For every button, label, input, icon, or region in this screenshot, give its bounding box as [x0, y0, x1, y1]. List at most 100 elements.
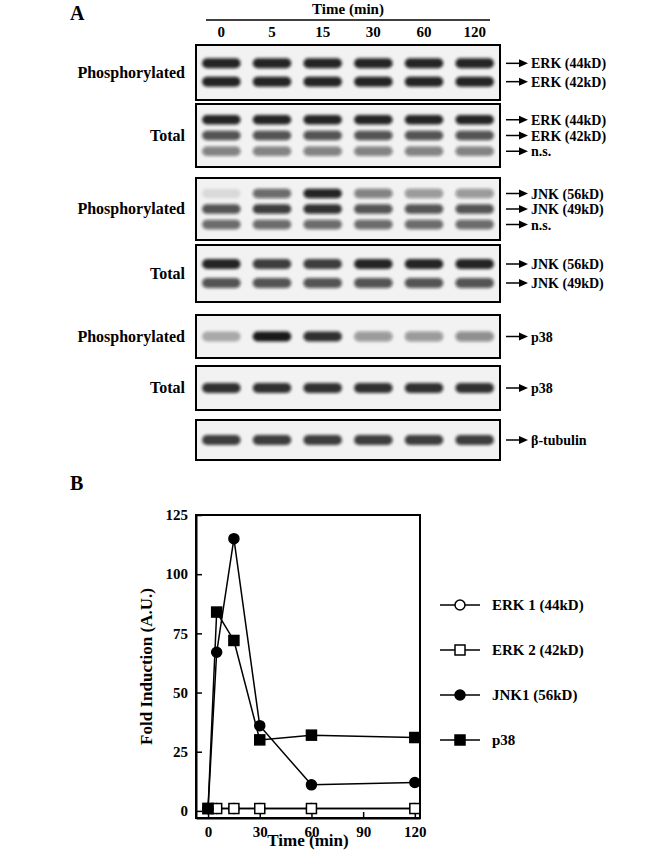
band — [455, 77, 494, 87]
arrow-head — [519, 279, 528, 287]
arrow-head — [519, 116, 528, 124]
band — [303, 131, 342, 140]
legend-marker — [455, 690, 465, 700]
band — [405, 204, 444, 213]
y-tick: 100 — [166, 566, 203, 582]
band — [455, 189, 494, 198]
data-point — [306, 730, 316, 740]
blot: β-tubulin — [196, 420, 587, 460]
band — [405, 131, 444, 140]
data-point — [306, 804, 316, 814]
lane-label: 0 — [218, 24, 226, 40]
band — [253, 189, 292, 198]
band — [405, 278, 444, 288]
legend-marker — [455, 600, 465, 610]
band — [405, 115, 444, 124]
data-point — [410, 777, 420, 787]
legend-label: JNK1 (56kD) — [492, 687, 577, 704]
band-label: ERK (42kD) — [531, 129, 606, 145]
band-label: ERK (44kD) — [531, 56, 606, 72]
band — [303, 278, 342, 288]
band-label: n.s. — [531, 218, 551, 233]
series-line — [208, 612, 415, 808]
y-tick-label: 50 — [173, 685, 188, 701]
legend-label: ERK 1 (44kD) — [492, 597, 584, 614]
band — [354, 189, 393, 198]
row-label: Phosphorylated — [77, 200, 185, 218]
band — [303, 115, 342, 124]
y-tick-mark — [196, 692, 202, 694]
lane-label: 30 — [366, 24, 381, 40]
band — [354, 131, 393, 140]
band — [303, 204, 342, 213]
x-axis-line — [197, 818, 421, 820]
x-tick: 0 — [205, 812, 213, 840]
data-point — [203, 804, 213, 814]
band — [354, 435, 393, 445]
x-tick-label: 120 — [404, 824, 427, 840]
band-label: JNK (49kD) — [531, 276, 604, 292]
band — [455, 115, 494, 124]
band — [405, 220, 444, 229]
band — [253, 147, 292, 156]
band — [405, 332, 444, 342]
band — [303, 220, 342, 229]
y-axis-title: Fold Induction (A.U.) — [137, 588, 156, 745]
band — [354, 204, 393, 213]
blot: TotalJNK (56kD)JNK (49kD) — [150, 245, 604, 302]
band — [405, 77, 444, 87]
band — [303, 147, 342, 156]
band — [202, 259, 241, 269]
legend-label: p38 — [492, 732, 515, 748]
band — [253, 383, 292, 393]
x-tick-label: 90 — [356, 824, 371, 840]
arrow-head — [519, 384, 528, 392]
band-label: JNK (49kD) — [531, 202, 604, 218]
x-tick: 90 — [356, 812, 371, 840]
band — [253, 332, 292, 342]
y-tick: 0 — [181, 803, 203, 819]
figure: ATime (min)05153060120PhosphorylatedERK … — [0, 0, 666, 852]
band — [303, 58, 342, 68]
data-point — [229, 534, 239, 544]
band — [202, 332, 241, 342]
legend-marker — [455, 735, 465, 745]
row-label: Total — [150, 127, 186, 144]
y-axis: 0255075100125 — [166, 507, 203, 819]
arrow-head — [519, 221, 528, 229]
y-tick-label: 0 — [181, 803, 189, 819]
y-tick-mark — [196, 515, 202, 517]
band — [253, 220, 292, 229]
arrow-head — [519, 333, 528, 341]
band — [303, 189, 342, 198]
band — [253, 131, 292, 140]
band — [202, 189, 241, 198]
arrow-head — [519, 59, 528, 67]
band — [202, 278, 241, 288]
row-label: Phosphorylated — [77, 64, 185, 82]
arrow-head — [519, 436, 528, 444]
band — [202, 131, 241, 140]
band — [253, 77, 292, 87]
y-tick: 50 — [173, 685, 202, 701]
band — [253, 204, 292, 213]
band — [202, 204, 241, 213]
band — [405, 383, 444, 393]
legend: ERK 1 (44kD)ERK 2 (42kD)JNK1 (56kD)p38 — [440, 597, 584, 748]
band — [253, 435, 292, 445]
band — [354, 147, 393, 156]
band — [354, 278, 393, 288]
band — [303, 259, 342, 269]
data-point — [212, 607, 222, 617]
blot-frame — [196, 366, 500, 410]
y-tick-label: 125 — [166, 507, 189, 523]
blot: Phosphorylatedp38 — [77, 315, 552, 358]
band — [405, 147, 444, 156]
arrow-head — [519, 78, 528, 86]
lane-label: 15 — [315, 24, 330, 40]
x-tick: 120 — [404, 812, 427, 840]
band — [354, 332, 393, 342]
band — [405, 58, 444, 68]
y-tick: 75 — [173, 626, 202, 642]
plot-area — [203, 534, 420, 814]
